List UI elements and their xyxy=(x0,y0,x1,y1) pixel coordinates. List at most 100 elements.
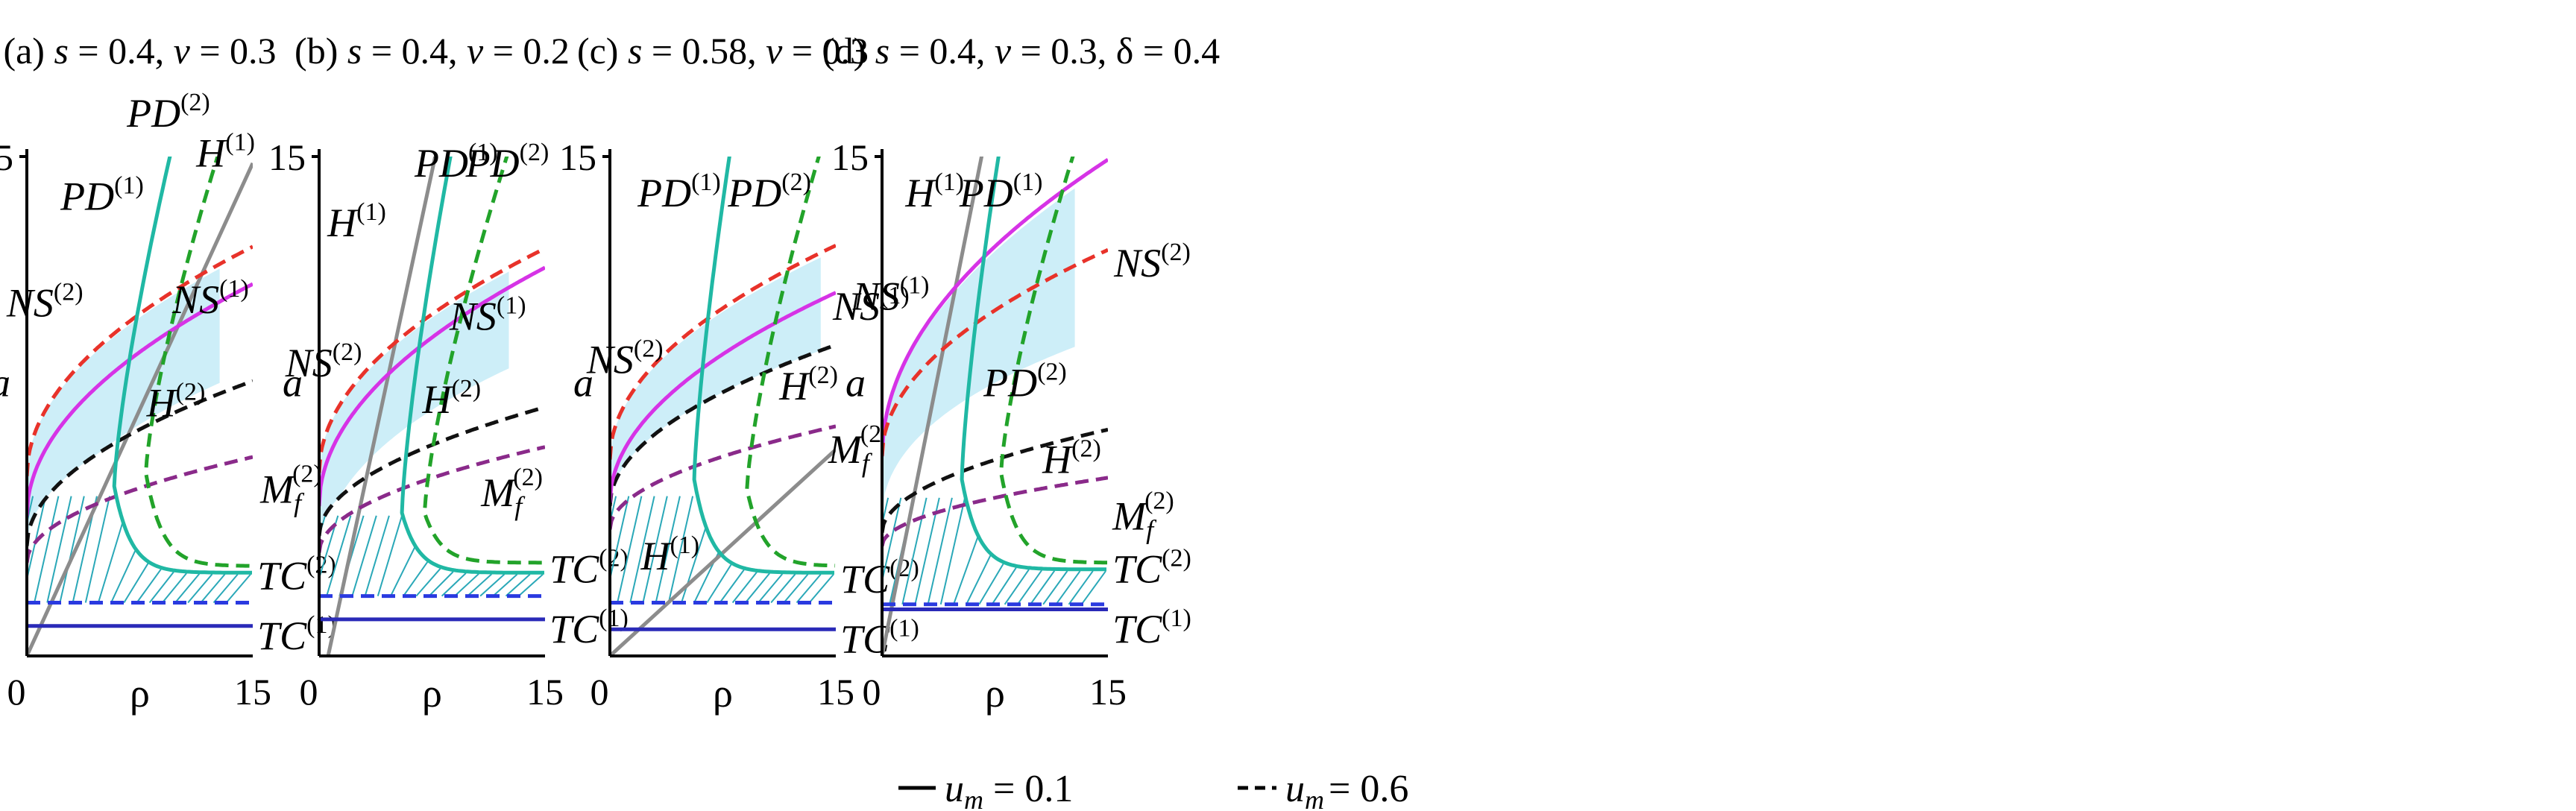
panel-b: 0 15 15 ρ a (b) s = 0.4, v = 0.2 H(1) PD(1)PD(2… xyxy=(268,30,629,716)
curve-label: TC(1) xyxy=(1112,605,1191,651)
curve-label: H(2) xyxy=(421,375,481,422)
hatch-line xyxy=(27,496,47,583)
hatch-line xyxy=(1055,570,1081,605)
curve-ns2-a xyxy=(27,244,253,476)
curve-label: PD(1) xyxy=(414,139,498,186)
y-axis-label: a xyxy=(573,361,593,406)
hatch-line xyxy=(655,496,681,603)
y-tick-label-max: 15 xyxy=(268,136,306,178)
hatch-line xyxy=(731,572,758,604)
panel-title-d: (d) s = 0.4, v = 0.3, δ = 0.4 xyxy=(822,30,1220,72)
y-tick-label-max: 15 xyxy=(0,136,13,178)
hatch-line xyxy=(629,496,655,603)
x-axis-label: ρ xyxy=(985,671,1005,716)
legend: um = 0.1 um = 0.6 xyxy=(898,768,1408,811)
curve-label: TC(1) xyxy=(549,605,629,651)
curve-pd2-b xyxy=(422,157,544,565)
hatch-line xyxy=(517,573,544,597)
panel-d: 0 15 15 ρ a (d) s = 0.4, v = 0.3, δ = 0.4 H(1)… xyxy=(822,30,1220,716)
hatch-line xyxy=(225,573,251,604)
x-axis-label: ρ xyxy=(130,671,150,716)
hatch-line xyxy=(758,573,784,604)
hatch-line xyxy=(319,515,339,581)
curve-ns1-b xyxy=(319,265,545,507)
stable-region-c xyxy=(610,257,821,506)
x-tick-label-max: 15 xyxy=(817,671,854,713)
y-axis-label: a xyxy=(0,361,10,406)
stable-region-d xyxy=(882,188,1075,517)
curve-mf2-b xyxy=(319,445,545,553)
hatch-line xyxy=(978,563,1004,605)
curve-ns2-d xyxy=(882,247,1108,457)
curve-pd1-d xyxy=(960,157,1106,572)
curve-label: H(1) xyxy=(327,198,386,245)
hatch-line xyxy=(136,569,162,604)
curve-label: TC(2) xyxy=(549,545,629,592)
curve-label: H(2) xyxy=(146,378,206,425)
curve-mf2-a xyxy=(27,455,253,564)
curve-label: Mf(2) xyxy=(1112,487,1174,544)
curve-label: NS(1) xyxy=(852,272,930,319)
curve-mf2-d xyxy=(882,476,1108,547)
hatch-line xyxy=(1042,570,1068,605)
hatch-line xyxy=(326,515,352,596)
curve-h1-a xyxy=(27,162,253,656)
hatch-line xyxy=(34,496,60,603)
curve-h2-c xyxy=(610,343,836,507)
panel-title-c: (c) s = 0.58, v = 0.3 xyxy=(577,30,869,72)
curve-pd1-c xyxy=(692,157,834,575)
x-tick-label-max: 15 xyxy=(526,671,564,713)
hatched-region-d xyxy=(882,497,1106,605)
curve-label: PD(2) xyxy=(983,359,1067,406)
panel-title-a: (a) s = 0.4, v = 0.3 xyxy=(3,30,276,72)
hatch-line xyxy=(415,568,441,597)
hatch-line xyxy=(991,567,1017,605)
hatch-line xyxy=(808,573,834,604)
curve-h2-d xyxy=(882,427,1108,534)
stable-region-b xyxy=(319,271,509,537)
hatch-line xyxy=(84,496,111,603)
curve-pd2-d xyxy=(999,157,1107,565)
x-axis-label: ρ xyxy=(713,671,733,716)
curve-label: PD(1) xyxy=(959,168,1043,215)
curve-h2-a xyxy=(27,379,253,546)
curve-label: H(1) xyxy=(904,168,964,215)
x-tick-label-max: 15 xyxy=(234,671,271,713)
hatch-line xyxy=(770,573,796,604)
hatch-line xyxy=(882,497,902,584)
hatch-line xyxy=(783,573,809,604)
hatch-line xyxy=(454,573,479,597)
hatch-line xyxy=(351,515,377,596)
curve-label: Mf(2) xyxy=(480,464,543,521)
curve-label: NS(1) xyxy=(449,291,526,338)
x-axis-label: ρ xyxy=(422,671,442,716)
curve-pd2-c xyxy=(745,157,836,568)
hatch-line xyxy=(162,572,187,604)
hatched-region-c xyxy=(610,496,834,604)
curve-label: NS(1) xyxy=(171,275,249,322)
curve-label: H(1) xyxy=(195,128,255,175)
hatch-line xyxy=(939,497,966,605)
curve-pd2-a xyxy=(144,157,252,568)
hatch-line xyxy=(706,564,732,604)
hatch-line xyxy=(148,571,174,604)
curve-label: PD(2) xyxy=(727,168,811,215)
curve-label: PD(2) xyxy=(126,89,210,136)
panel-a: 0 15 15 ρ a (a) s = 0.4, v = 0.3 PD(1) PD(2)H(1… xyxy=(0,30,336,716)
curve-label: TC(2) xyxy=(840,555,919,602)
legend-dashed-label: um = 0.6 xyxy=(1285,768,1408,811)
curve-label: H(1) xyxy=(640,531,699,578)
hatch-line xyxy=(681,528,707,603)
curve-label: TC(1) xyxy=(257,611,336,658)
curve-label: NS(2) xyxy=(1113,239,1191,285)
hatch-line xyxy=(187,573,213,604)
curve-label: NS(1) xyxy=(832,282,910,329)
hatch-line xyxy=(46,496,72,603)
curve-label: NS(2) xyxy=(586,335,664,382)
hatch-line xyxy=(927,497,953,605)
hatch-line xyxy=(441,572,467,597)
hatch-line xyxy=(796,573,822,604)
hatch-line xyxy=(1080,570,1106,605)
hatch-line xyxy=(719,569,745,604)
